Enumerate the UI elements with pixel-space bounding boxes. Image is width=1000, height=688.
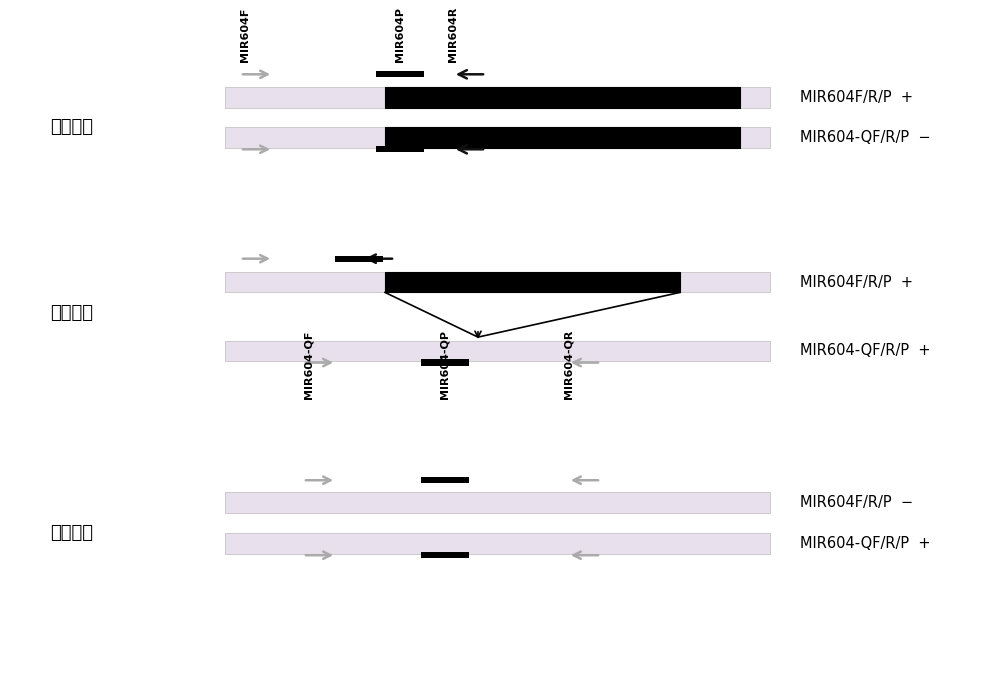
Text: MIR604F/R/P  +: MIR604F/R/P +	[800, 275, 913, 290]
Text: 杂合单株: 杂合单株	[50, 304, 93, 322]
Text: MIR604-QF/R/P  +: MIR604-QF/R/P +	[800, 343, 930, 358]
Text: MIR604-QF/R/P  +: MIR604-QF/R/P +	[800, 536, 930, 551]
Bar	[225, 492, 770, 513]
Text: MIR604-QR: MIR604-QR	[563, 330, 573, 399]
Text: MIR604F/R/P  −: MIR604F/R/P −	[800, 495, 913, 510]
Text: MIR604F: MIR604F	[240, 8, 250, 62]
Text: MIR604F/R/P  +: MIR604F/R/P +	[800, 90, 913, 105]
Bar	[335, 255, 383, 261]
Bar	[225, 341, 770, 361]
Bar	[225, 533, 770, 554]
Bar	[385, 272, 680, 292]
Bar	[421, 359, 469, 366]
Bar	[376, 146, 424, 152]
Bar	[225, 272, 770, 292]
Text: MIR604R: MIR604R	[448, 7, 458, 62]
Text: MIR604-QF/R/P  −: MIR604-QF/R/P −	[800, 130, 931, 145]
Bar	[421, 477, 469, 483]
Text: MIR604-QP: MIR604-QP	[440, 330, 450, 399]
Bar	[225, 87, 770, 108]
Bar	[376, 71, 424, 77]
Text: MIR604-QF: MIR604-QF	[303, 331, 313, 399]
Bar	[421, 552, 469, 559]
Text: 纯合单株: 纯合单株	[50, 118, 93, 136]
Text: 阴性单株: 阴性单株	[50, 524, 93, 542]
Bar	[385, 87, 740, 108]
Bar	[225, 127, 770, 148]
Bar	[385, 127, 740, 148]
Text: MIR604P: MIR604P	[395, 7, 405, 62]
